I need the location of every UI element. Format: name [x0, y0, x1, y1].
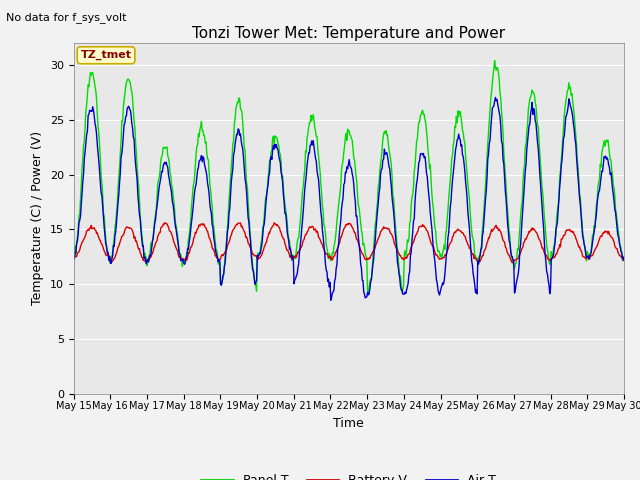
Line: Panel T: Panel T — [74, 60, 624, 293]
Air T — [80, 171, 88, 177]
Air T — [492, 95, 499, 100]
Air T — [327, 298, 335, 303]
X-axis label: Time: Time — [333, 417, 364, 430]
Y-axis label: Temperature (C) / Power (V): Temperature (C) / Power (V) — [31, 132, 44, 305]
Panel T — [433, 240, 440, 245]
Air T — [70, 252, 77, 258]
Panel T — [620, 253, 628, 259]
Air T — [221, 260, 229, 265]
Battery V — [222, 248, 230, 253]
Panel T — [365, 290, 372, 296]
Battery V — [417, 224, 424, 229]
Battery V — [433, 252, 440, 257]
Panel T — [192, 151, 200, 157]
Air T — [192, 181, 200, 187]
Battery V — [161, 220, 168, 226]
Air T — [433, 277, 440, 283]
Battery V — [193, 227, 201, 233]
Panel T — [417, 113, 424, 119]
Title: Tonzi Tower Met: Temperature and Power: Tonzi Tower Met: Temperature and Power — [192, 25, 506, 41]
Line: Air T: Air T — [74, 97, 624, 300]
Panel T — [70, 252, 77, 258]
Panel T — [80, 143, 88, 149]
Text: TZ_tmet: TZ_tmet — [81, 50, 132, 60]
Battery V — [80, 237, 88, 242]
Battery V — [70, 255, 77, 261]
Battery V — [136, 250, 144, 256]
Panel T — [491, 58, 499, 63]
Text: No data for f_sys_volt: No data for f_sys_volt — [6, 12, 127, 23]
Air T — [417, 151, 424, 157]
Panel T — [136, 213, 144, 219]
Battery V — [620, 255, 628, 261]
Air T — [136, 216, 144, 221]
Air T — [620, 257, 628, 263]
Battery V — [508, 260, 516, 265]
Panel T — [221, 252, 229, 257]
Legend: Panel T, Battery V, Air T: Panel T, Battery V, Air T — [196, 469, 501, 480]
Line: Battery V: Battery V — [74, 223, 624, 263]
